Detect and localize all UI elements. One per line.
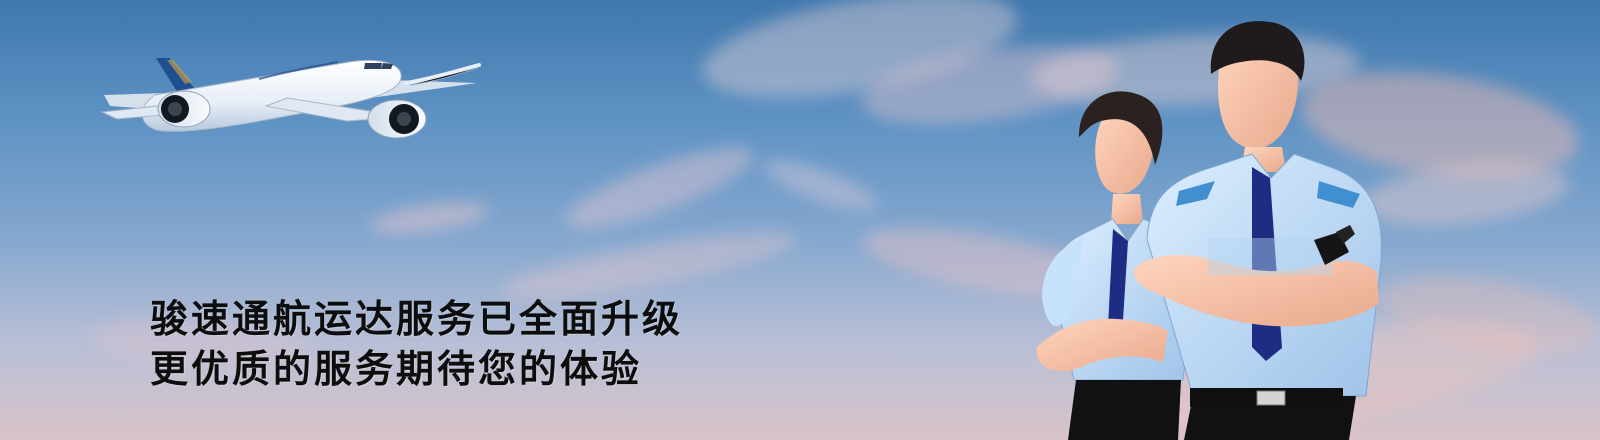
airplane-icon xyxy=(97,40,487,150)
airline-staff-image xyxy=(1010,10,1420,440)
headline-line-2: 更优质的服务期待您的体验 xyxy=(150,346,643,391)
headline-line-1: 骏速通航运达服务已全面升级 xyxy=(150,296,684,341)
cloud-shape xyxy=(758,150,882,220)
service-headline: 骏速通航运达服务已全面升级 更优质的服务期待您的体验 xyxy=(150,294,910,394)
cloud-shape xyxy=(368,196,492,240)
cloud-shape xyxy=(558,132,762,243)
